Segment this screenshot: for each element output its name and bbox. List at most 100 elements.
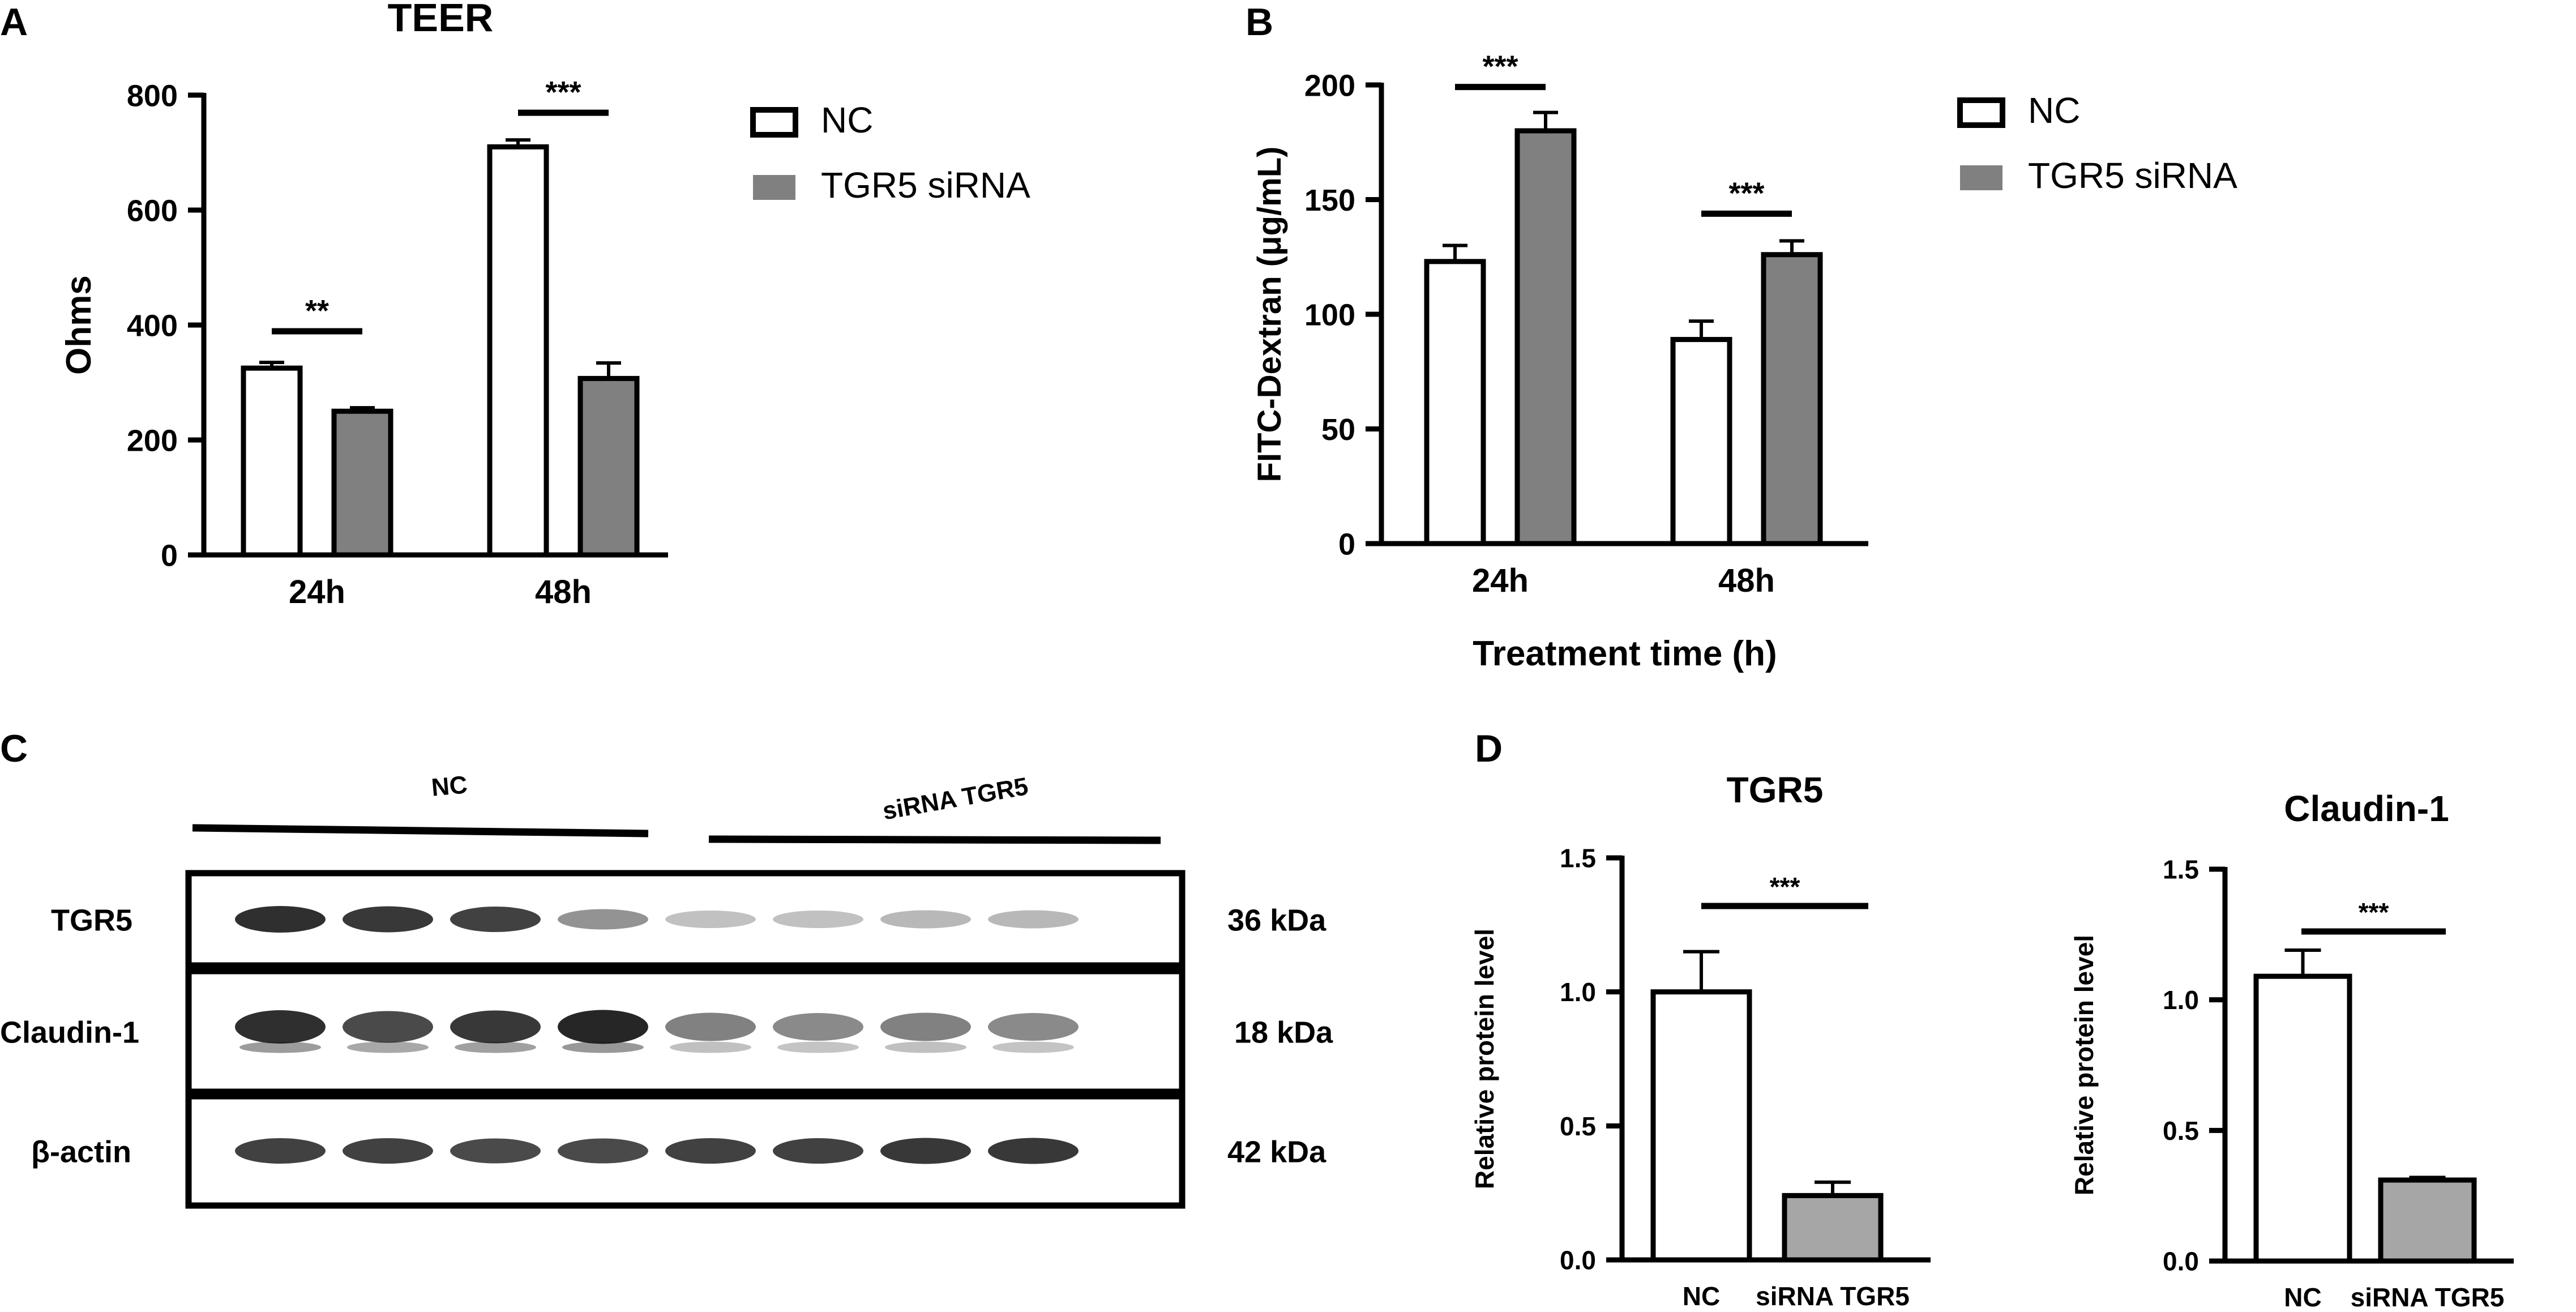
chart-b-y-tick-label: 200 — [1304, 69, 1355, 102]
blot-band — [343, 1138, 433, 1164]
chart-b-legend-swatch-sirna — [1960, 165, 2002, 190]
blot-band-secondary — [455, 1041, 536, 1053]
blot-band-secondary — [777, 1041, 859, 1053]
blot-band — [558, 1138, 648, 1164]
blot-band — [880, 1012, 971, 1041]
chart-b-y-tick-label: 150 — [1304, 183, 1355, 217]
blot-band — [558, 909, 648, 930]
chart-d1-x-tick-label: siRNA TGR5 — [1756, 1281, 1910, 1311]
blot-size-label: 42 kDa — [1227, 1135, 1326, 1169]
chart-a-y-tick-label: 200 — [127, 424, 178, 458]
significance-label: *** — [1770, 872, 1800, 901]
blot-band — [235, 1138, 326, 1164]
blot-band-secondary — [347, 1041, 429, 1053]
chart-d2-x-tick-label: NC — [2284, 1283, 2321, 1312]
significance-label: *** — [1482, 50, 1518, 84]
blot-band — [988, 1013, 1079, 1041]
blot-group-label-sirna: siRNA TGR5 — [880, 772, 1030, 825]
blot-band — [665, 911, 756, 928]
chart-b-x-tick-label: 48h — [1718, 562, 1775, 599]
blot-group-label-nc: NC — [430, 771, 469, 801]
chart-d1-bar-sirna — [1782, 1193, 1884, 1263]
chart-d1-y-tick-label: 0.0 — [1560, 1246, 1596, 1275]
chart-d1-x-tick-label: NC — [1683, 1281, 1720, 1311]
chart-a-title: TEER — [388, 0, 494, 40]
chart-d2-x-tick-label: siRNA TGR5 — [2351, 1283, 2505, 1312]
blot-band — [235, 906, 326, 933]
chart-a-y-tick-label: 800 — [127, 79, 178, 113]
chart-d2-y-tick-label: 1.5 — [2163, 855, 2199, 884]
panel-label-d: D — [1475, 727, 1503, 770]
chart-a-bar-sirna — [331, 408, 393, 558]
blot-band-secondary — [239, 1041, 321, 1053]
blot-band — [988, 910, 1079, 929]
blot-band — [558, 1010, 648, 1044]
blot-band-secondary — [885, 1041, 966, 1053]
chart-b-y-tick-label: 50 — [1321, 413, 1355, 447]
chart-fitc-dextran: 0 50 100 150 200 24h *** 48h *** FITC-Dextran (μg… — [1251, 50, 2237, 673]
chart-tgr5-protein: 0.0 0.5 1.0 1.5 NC siRNA TGR5 *** TGR5 Relative … — [1470, 770, 1931, 1311]
chart-a-legend-swatch-sirna — [753, 175, 795, 200]
chart-b-bar-nc — [1670, 337, 1732, 546]
blot-band-secondary — [670, 1041, 751, 1053]
blot-band — [235, 1010, 326, 1044]
western-blot: NC siRNA TGR5 TGR5 36 kDa Claudin-1 18 kDa β-a… — [0, 771, 1333, 1209]
chart-a-y-tick-label: 0 — [161, 539, 178, 572]
chart-b-legend-swatch-nc — [1957, 97, 2005, 128]
blot-band — [343, 1011, 433, 1043]
blot-band — [773, 1013, 863, 1041]
blot-band — [450, 1010, 541, 1044]
significance-label: *** — [545, 75, 581, 109]
panel-label-b: B — [1246, 1, 1273, 44]
blot-band — [450, 907, 541, 932]
chart-a-legend-label: TGR5 siRNA — [821, 165, 1030, 206]
panel-label-c: C — [0, 727, 28, 770]
chart-d1-y-axis-label: Relative protein level — [1470, 929, 1499, 1189]
chart-d1-y-tick-label: 0.5 — [1560, 1112, 1596, 1141]
chart-d2-bar-sirna — [2378, 1177, 2477, 1264]
significance-label: *** — [2359, 898, 2389, 927]
blot-band — [343, 906, 433, 933]
chart-d2-y-axis-label: Relative protein level — [2069, 935, 2099, 1195]
chart-d2-title: Claudin-1 — [2284, 788, 2449, 829]
chart-b-y-axis-label: FITC-Dextran (μg/mL) — [1251, 147, 1288, 482]
chart-teer: 0 200 400 600 800 24h ** 48h *** TEER Ohms NC TGR5 s… — [59, 0, 1030, 610]
chart-a-bar-nc — [241, 365, 303, 558]
chart-a-bar-nc — [487, 144, 549, 558]
blot-band — [773, 1138, 863, 1164]
significance-label: ** — [305, 294, 329, 328]
chart-a-bar-sirna — [577, 375, 640, 558]
chart-b-legend-label: TGR5 siRNA — [2028, 155, 2237, 196]
blot-band — [665, 1012, 756, 1041]
chart-b-x-tick-label: 24h — [1472, 562, 1529, 599]
chart-d2-y-tick-label: 0.5 — [2163, 1116, 2199, 1146]
blot-band-secondary — [992, 1041, 1074, 1053]
blot-band — [773, 911, 863, 928]
chart-d2-y-tick-label: 1.0 — [2163, 985, 2199, 1015]
chart-a-y-axis-label: Ohms — [59, 275, 99, 375]
blot-band — [665, 1138, 756, 1164]
panel-label-a: A — [0, 1, 28, 44]
chart-a-x-tick-label: 24h — [289, 574, 345, 610]
chart-d1-y-tick-label: 1.5 — [1560, 844, 1596, 873]
blot-group-line-nc — [192, 824, 649, 837]
blot-band-secondary — [562, 1041, 644, 1053]
blot-size-label: 18 kDa — [1234, 1016, 1333, 1050]
chart-claudin1-protein: 0.0 0.5 1.0 1.5 NC siRNA TGR5 *** Claudin-1 Rela… — [2069, 788, 2514, 1312]
blot-row-label: β-actin — [31, 1135, 131, 1169]
chart-a-x-tick-label: 48h — [535, 574, 592, 610]
chart-d1-bar-nc — [1650, 989, 1752, 1263]
chart-d2-bar-nc — [2253, 973, 2352, 1264]
chart-b-bar-sirna — [1514, 128, 1577, 546]
chart-b-bar-nc — [1424, 259, 1486, 546]
chart-b-y-tick-label: 0 — [1338, 527, 1355, 561]
chart-d1-title: TGR5 — [1727, 770, 1824, 810]
chart-a-y-tick-label: 400 — [127, 309, 178, 343]
blot-size-label: 36 kDa — [1227, 904, 1326, 938]
blot-band — [450, 1138, 541, 1164]
blot-band — [880, 910, 971, 929]
chart-b-bar-sirna — [1761, 252, 1823, 546]
chart-a-legend-swatch-nc — [750, 107, 798, 138]
blot-row-label: TGR5 — [51, 904, 132, 938]
